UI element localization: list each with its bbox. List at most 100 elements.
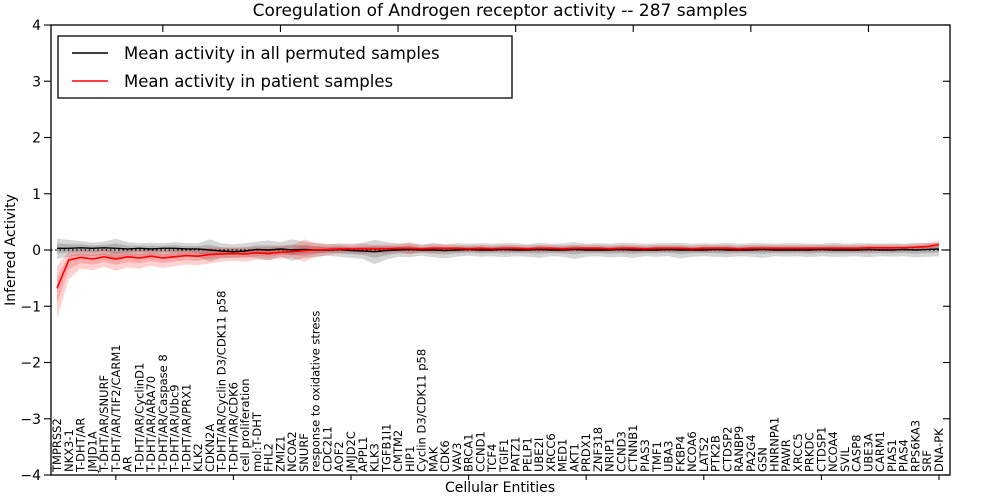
legend-frame — [57, 35, 513, 99]
x-tick-label: CDK6 — [438, 440, 452, 472]
x-tick-label: TGFB1I1 — [379, 424, 393, 473]
mean-line-patient — [56, 243, 940, 289]
x-tick-label: AOF2 — [332, 441, 346, 472]
x-tick-label: cell proliferation — [238, 378, 252, 472]
x-tick-label: CTDSP1 — [814, 427, 828, 472]
x-tick-label: PTK2B — [709, 435, 723, 472]
x-tick-label: AKT1 — [567, 443, 581, 472]
x-tick-label: T-DHT/AR/CyclinD1 — [132, 363, 146, 473]
x-tick-label: CARM1 — [873, 431, 887, 472]
legend-label-patient: Mean activity in patient samples — [124, 72, 393, 91]
y-tick-label: −2 — [20, 356, 41, 372]
x-tick-label: LATS2 — [697, 437, 711, 472]
x-tick-label: response to oxidative stress — [309, 311, 323, 472]
y-tick-label: 0 — [32, 243, 41, 259]
x-tick-label: FHL2 — [262, 443, 276, 472]
x-tick-label: TMPRSS2 — [50, 418, 64, 473]
x-tick-label: PELP1 — [520, 437, 534, 472]
y-axis-label: Inferred Activity — [3, 194, 19, 306]
x-tick-label: T-DHT/AR/Ubc9 — [168, 384, 182, 473]
x-tick-label: CASP8 — [850, 435, 864, 472]
x-tick-label: KLK2 — [191, 443, 205, 472]
legend-entry-patient: Mean activity in patient samples — [72, 72, 393, 91]
x-tick-label: PAWR — [779, 439, 793, 472]
y-tick-label: 2 — [32, 131, 41, 147]
x-tick-label: T-DHT/AR/PRX1 — [179, 384, 193, 473]
x-tick-label: GSN — [756, 447, 770, 472]
y-tick-label: −4 — [20, 468, 41, 484]
x-tick-label: AR — [121, 456, 135, 472]
x-tick-label: ZNF318 — [591, 427, 605, 472]
x-tick-label: CCND3 — [615, 431, 629, 472]
x-tick-label: TGIF1 — [497, 439, 511, 473]
y-tick-label: −1 — [20, 299, 41, 315]
x-tick-label: SNURF — [297, 433, 311, 472]
x-tick-label: PRDX1 — [579, 433, 593, 472]
x-tick-label: TMF1 — [650, 441, 664, 473]
x-tick-label: JMJD2C — [344, 431, 358, 473]
x-tick-label: UBE2I — [532, 438, 546, 472]
legend-entry-permuted: Mean activity in all permuted samples — [72, 44, 440, 63]
x-tick-label: T-DHT/AR/CDK6 — [226, 382, 240, 473]
x-tick-label: NCOA4 — [826, 431, 840, 472]
confidence-bands — [57, 238, 939, 319]
x-tick-label: VAV3 — [450, 443, 464, 472]
x-axis-label: Cellular Entities — [445, 480, 555, 496]
x-tick-label: NRIP1 — [603, 438, 617, 472]
x-category-labels: TMPRSS2NKX3-1T-DHT/ARJMJD1AT-DHT/AR/SNUR… — [50, 291, 946, 473]
x-tick-label: UBE3A — [861, 433, 875, 472]
x-tick-label: SVIL — [838, 446, 852, 472]
x-tick-label: CCND1 — [473, 431, 487, 472]
y-tick-labels: −4 −3 −2 −1 0 1 2 3 4 — [20, 18, 41, 484]
chart-title: Coregulation of Androgen receptor activi… — [253, 1, 748, 21]
x-tick-label: RANBP9 — [732, 426, 746, 472]
y-tick-label: 4 — [32, 18, 41, 34]
mean-line-permuted — [57, 247, 940, 253]
x-tick-label: KLK3 — [368, 443, 382, 472]
x-tick-label: BRCA1 — [462, 433, 476, 472]
x-tick-label: T-DHT/AR/SNURF — [97, 375, 111, 473]
x-tick-label: NKX3-1 — [62, 429, 76, 472]
mean-lines — [56, 243, 940, 289]
y-tick-label: −3 — [20, 412, 41, 428]
x-tick-label: PA2G4 — [744, 434, 758, 472]
x-tick-label: PIAS3 — [638, 439, 652, 472]
x-tick-label: T-DHT/AR — [74, 418, 88, 473]
x-tick-label: mol:T-DHT — [250, 411, 264, 472]
x-tick-label: PIAS1 — [885, 439, 899, 472]
x-tick-label: Cyclin D3/CDK11 p58 — [415, 349, 429, 472]
band-inner-permuted — [57, 243, 939, 258]
x-tick-label: T-DHT/AR/ARA70 — [144, 376, 158, 473]
legend: Mean activity in all permuted samples Me… — [57, 35, 513, 99]
x-tick-label: MED1 — [556, 439, 570, 472]
x-tick-label: PIAS4 — [897, 439, 911, 472]
band-outer-permuted — [57, 238, 939, 265]
x-tick-label: ZMIZ1 — [273, 436, 287, 472]
x-tick-label: RPS6KA3 — [909, 420, 923, 472]
x-tick-label: JMJD1A — [85, 431, 99, 473]
x-tick-label: T-DHT/AR/Cyclin D3/CDK11 p58 — [215, 291, 229, 473]
x-tick-label: XRCC5 — [791, 433, 805, 472]
x-tick-label: CTDSP2 — [720, 427, 734, 472]
x-tick-label: FKBP4 — [673, 436, 687, 472]
y-tick-label: 1 — [32, 187, 41, 203]
x-tick-label: DNA-PK — [932, 428, 946, 472]
x-tick-label: PATZ1 — [509, 437, 523, 472]
x-tick-label: T-DHT/AR/TIF2/CARM1 — [109, 344, 123, 473]
x-tick-label: CMTM2 — [391, 430, 405, 472]
x-tick-label: UBA3 — [662, 441, 676, 473]
x-tick-label: APPL1 — [356, 437, 370, 472]
band-outer-patient — [57, 239, 939, 319]
x-tick-label: CDKN2A — [203, 424, 217, 472]
x-tick-label: TCF4 — [485, 444, 499, 473]
x-tick-label: NCOA2 — [285, 431, 299, 472]
y-tick-label: 3 — [32, 74, 41, 90]
plot-area — [50, 24, 951, 476]
x-tick-label: T-DHT/AR/Caspase 8 — [156, 354, 170, 473]
x-tick-label: SRF — [920, 450, 934, 472]
x-tick-label: PRKDC — [803, 433, 817, 472]
x-tick-label: HIP1 — [403, 446, 417, 472]
x-tick-label: XRCC6 — [544, 433, 558, 472]
